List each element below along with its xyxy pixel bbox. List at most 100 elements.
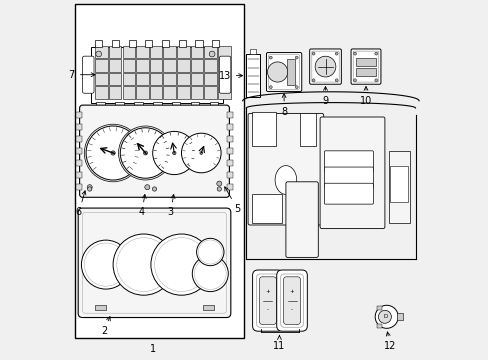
Bar: [227, 124, 232, 130]
FancyBboxPatch shape: [219, 56, 230, 93]
Bar: [203, 305, 213, 310]
Bar: [218, 86, 230, 99]
FancyBboxPatch shape: [320, 117, 384, 229]
Bar: [177, 86, 189, 99]
Circle shape: [200, 152, 202, 154]
Bar: [227, 160, 232, 166]
Bar: [109, 59, 121, 72]
Circle shape: [144, 185, 149, 190]
Bar: [190, 46, 203, 58]
FancyBboxPatch shape: [309, 49, 341, 84]
Bar: [178, 40, 185, 47]
Text: 11: 11: [273, 336, 285, 351]
Bar: [355, 58, 375, 66]
Bar: [376, 306, 381, 310]
Circle shape: [295, 86, 298, 89]
Bar: [227, 172, 232, 178]
Bar: [136, 46, 148, 58]
Bar: [396, 313, 403, 320]
Text: 8: 8: [281, 94, 286, 117]
FancyBboxPatch shape: [266, 53, 301, 91]
Ellipse shape: [275, 166, 296, 194]
Bar: [153, 102, 161, 110]
Circle shape: [111, 151, 115, 155]
Circle shape: [311, 52, 314, 55]
Text: 3: 3: [167, 194, 175, 217]
Bar: [227, 148, 232, 154]
FancyBboxPatch shape: [283, 277, 300, 324]
Text: 2: 2: [101, 317, 110, 336]
Bar: [251, 194, 282, 223]
Bar: [109, 46, 121, 58]
Text: 5: 5: [224, 187, 240, 214]
Circle shape: [87, 187, 92, 191]
Circle shape: [120, 128, 170, 178]
Circle shape: [181, 133, 221, 173]
Bar: [95, 305, 106, 310]
Circle shape: [86, 126, 140, 180]
Text: 1: 1: [149, 344, 156, 354]
Text: 9: 9: [322, 86, 328, 106]
Bar: [76, 172, 81, 178]
Bar: [95, 73, 107, 85]
Bar: [95, 59, 107, 72]
FancyBboxPatch shape: [78, 208, 230, 318]
Bar: [122, 59, 135, 72]
Circle shape: [118, 126, 172, 180]
Bar: [91, 47, 223, 103]
Bar: [76, 160, 81, 166]
Bar: [204, 46, 217, 58]
Bar: [227, 112, 232, 118]
Circle shape: [84, 124, 142, 182]
Circle shape: [217, 187, 221, 191]
Circle shape: [196, 238, 224, 266]
Circle shape: [269, 86, 272, 89]
FancyBboxPatch shape: [252, 270, 283, 331]
Bar: [190, 86, 203, 99]
Circle shape: [353, 79, 356, 82]
Text: +: +: [265, 289, 270, 294]
Bar: [109, 86, 121, 99]
Circle shape: [374, 305, 397, 328]
Text: 13: 13: [218, 71, 242, 81]
Bar: [209, 102, 218, 110]
Bar: [95, 46, 107, 58]
Bar: [96, 102, 104, 110]
Bar: [149, 73, 162, 85]
Bar: [227, 136, 232, 142]
Bar: [136, 59, 148, 72]
Bar: [95, 40, 102, 47]
Bar: [212, 40, 219, 47]
Bar: [163, 46, 176, 58]
Text: 10: 10: [359, 86, 371, 106]
Bar: [204, 86, 217, 99]
Bar: [171, 102, 180, 110]
Bar: [355, 68, 375, 76]
Bar: [286, 59, 294, 85]
Circle shape: [335, 52, 337, 55]
Text: 7: 7: [68, 70, 95, 80]
Circle shape: [143, 151, 147, 155]
Circle shape: [353, 52, 356, 55]
FancyBboxPatch shape: [324, 183, 373, 204]
FancyBboxPatch shape: [324, 167, 373, 188]
Bar: [218, 46, 230, 58]
Bar: [76, 184, 81, 190]
Bar: [250, 49, 255, 54]
Bar: [76, 136, 81, 142]
Bar: [136, 73, 148, 85]
FancyBboxPatch shape: [247, 113, 323, 225]
Bar: [218, 59, 230, 72]
Circle shape: [374, 52, 377, 55]
FancyBboxPatch shape: [350, 49, 380, 84]
Bar: [76, 112, 81, 118]
Bar: [177, 59, 189, 72]
Circle shape: [335, 79, 337, 82]
Circle shape: [314, 56, 335, 77]
Bar: [134, 102, 142, 110]
Circle shape: [172, 151, 176, 155]
FancyBboxPatch shape: [82, 56, 94, 93]
FancyBboxPatch shape: [285, 182, 318, 257]
Text: -: -: [266, 307, 268, 312]
Bar: [177, 73, 189, 85]
